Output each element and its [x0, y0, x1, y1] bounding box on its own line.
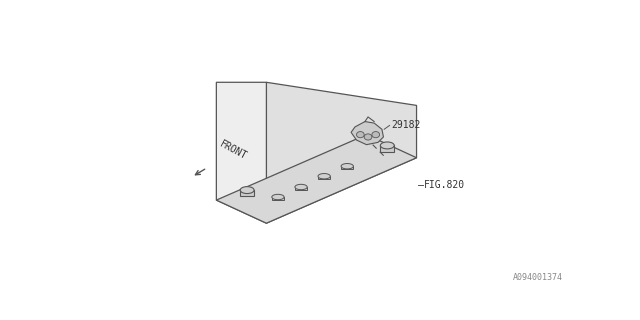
Polygon shape — [216, 82, 266, 223]
Polygon shape — [240, 190, 254, 196]
Polygon shape — [351, 122, 383, 145]
Text: FIG.820: FIG.820 — [424, 180, 465, 190]
Text: 29182: 29182 — [391, 120, 420, 131]
Text: A094001374: A094001374 — [513, 273, 563, 282]
Ellipse shape — [272, 194, 284, 200]
Polygon shape — [318, 176, 330, 179]
Ellipse shape — [240, 187, 254, 194]
Ellipse shape — [364, 134, 372, 140]
Text: FRONT: FRONT — [218, 139, 248, 162]
Polygon shape — [380, 145, 394, 152]
Ellipse shape — [295, 184, 307, 190]
Polygon shape — [216, 135, 417, 223]
Ellipse shape — [356, 132, 364, 138]
Polygon shape — [266, 82, 417, 223]
Ellipse shape — [318, 173, 330, 179]
Ellipse shape — [341, 164, 353, 169]
Ellipse shape — [380, 142, 394, 149]
Polygon shape — [272, 197, 284, 200]
Ellipse shape — [372, 132, 380, 138]
Polygon shape — [341, 166, 353, 169]
Polygon shape — [295, 187, 307, 190]
